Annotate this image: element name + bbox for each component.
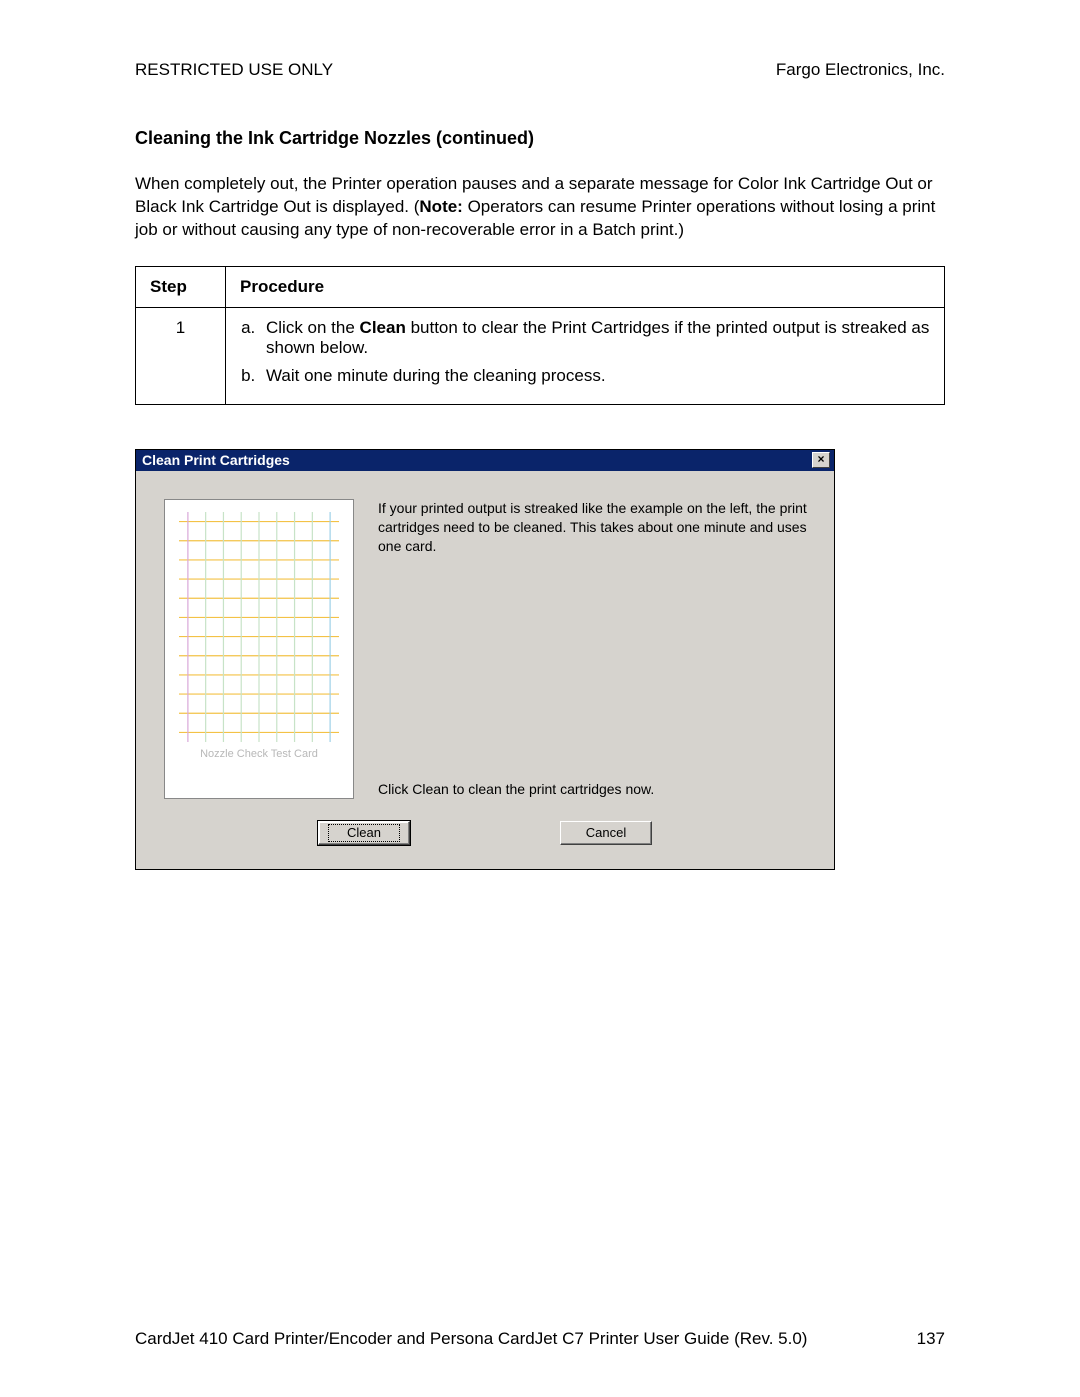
proc-item-b: Wait one minute during the cleaning proc… <box>260 366 930 386</box>
header-right: Fargo Electronics, Inc. <box>776 60 945 80</box>
clean-cartridges-dialog: Clean Print Cartridges × Nozzle Check Te… <box>135 449 835 870</box>
header-left: RESTRICTED USE ONLY <box>135 60 333 80</box>
nozzle-grid <box>179 512 339 742</box>
clean-button-label: Clean <box>328 824 400 842</box>
para-note-label: Note: <box>419 197 462 216</box>
procedure-table: Step Procedure 1 Click on the Clean butt… <box>135 266 945 405</box>
card-caption: Nozzle Check Test Card <box>200 748 318 760</box>
dialog-titlebar[interactable]: Clean Print Cartridges × <box>136 450 834 471</box>
clean-button[interactable]: Clean <box>318 821 410 845</box>
footer-text: CardJet 410 Card Printer/Encoder and Per… <box>135 1329 807 1349</box>
col-procedure: Procedure <box>226 266 945 307</box>
dialog-message-1: If your printed output is streaked like … <box>378 499 810 556</box>
step-procedure: Click on the Clean button to clear the P… <box>226 307 945 404</box>
proc-item-a: Click on the Clean button to clear the P… <box>260 318 930 358</box>
section-title: Cleaning the Ink Cartridge Nozzles (cont… <box>135 128 945 149</box>
intro-paragraph: When completely out, the Printer operati… <box>135 173 945 242</box>
close-icon[interactable]: × <box>812 452 830 468</box>
col-step: Step <box>136 266 226 307</box>
cancel-button[interactable]: Cancel <box>560 821 652 845</box>
example-card: Nozzle Check Test Card <box>164 499 354 799</box>
table-row: 1 Click on the Clean button to clear the… <box>136 307 945 404</box>
page-number: 137 <box>917 1329 945 1349</box>
dialog-message-2: Click Clean to clean the print cartridge… <box>378 780 810 799</box>
step-number: 1 <box>136 307 226 404</box>
dialog-title: Clean Print Cartridges <box>142 452 290 468</box>
cancel-button-label: Cancel <box>586 825 626 840</box>
